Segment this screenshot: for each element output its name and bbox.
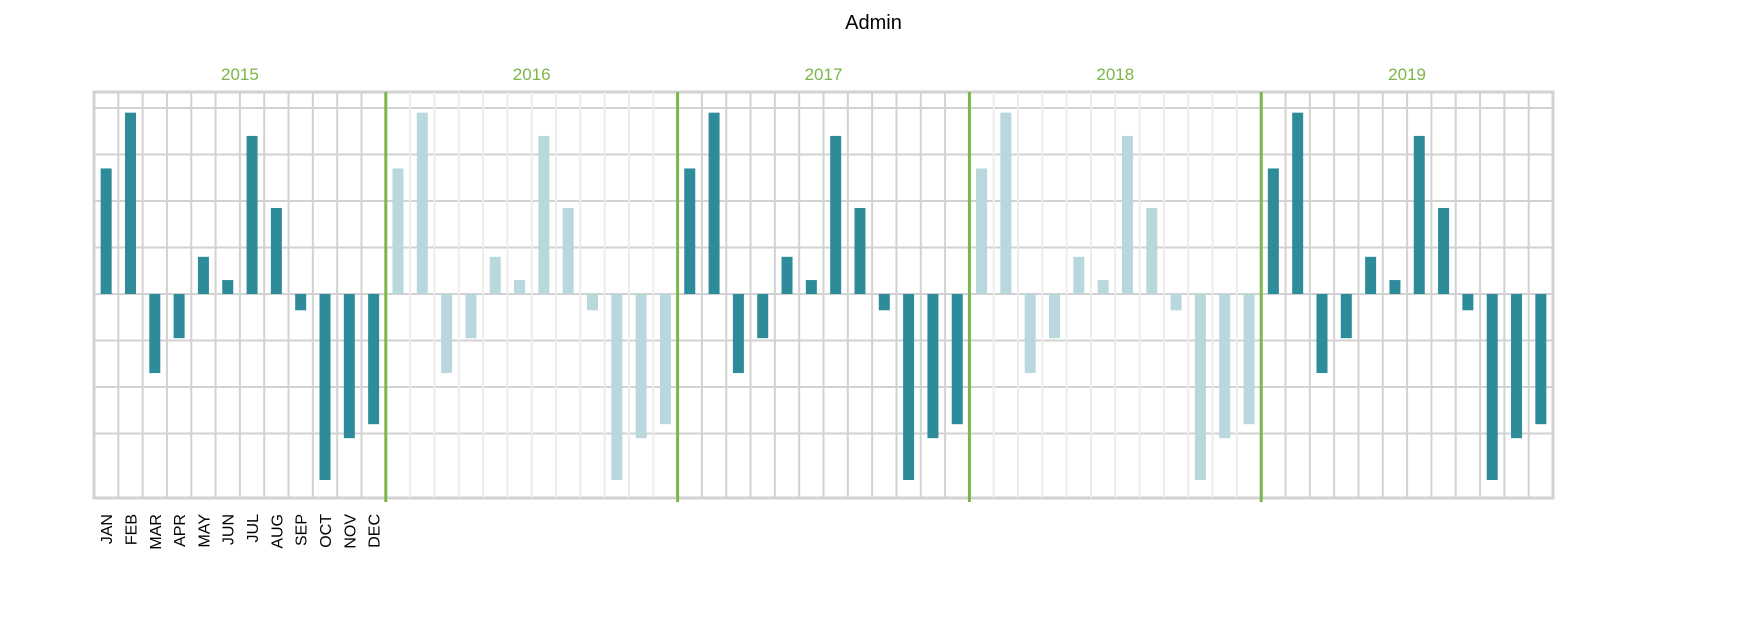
bar-2015-jun	[222, 280, 234, 294]
month-label-oct: OCT	[318, 514, 335, 548]
bar-2016-oct	[611, 294, 623, 480]
bar-2017-aug	[854, 207, 866, 294]
year-label-2015: 2015	[221, 65, 259, 84]
bar-2018-jun	[1097, 280, 1109, 294]
bar-2015-feb	[124, 112, 136, 295]
bar-2015-nov	[343, 294, 355, 439]
bar-2017-apr	[757, 294, 769, 339]
bar-2017-jun	[805, 280, 817, 294]
month-label-dec: DEC	[367, 514, 384, 548]
bar-2018-jul	[1121, 135, 1133, 294]
month-label-jun: JUN	[221, 514, 238, 545]
month-label-may: MAY	[196, 514, 213, 548]
year-separators	[384, 92, 1263, 502]
bar-2018-oct	[1194, 294, 1206, 480]
bar-2017-may	[781, 256, 793, 294]
grid	[92, 90, 1555, 500]
bar-2017-jan	[684, 168, 696, 294]
bar-2019-dec	[1535, 294, 1547, 425]
bar-2016-dec	[659, 294, 671, 425]
bar-2017-jul	[830, 135, 842, 294]
bar-2017-nov	[927, 294, 939, 439]
month-label-apr: APR	[172, 514, 189, 547]
bar-2019-jan	[1267, 168, 1279, 294]
bar-2015-mar	[149, 294, 161, 374]
month-label-feb: FEB	[123, 514, 140, 545]
bar-2015-dec	[368, 294, 380, 425]
bar-2018-apr	[1049, 294, 1061, 339]
bars	[100, 112, 1547, 480]
bar-2018-mar	[1024, 294, 1036, 374]
bar-2015-may	[197, 256, 209, 294]
bar-2018-aug	[1146, 207, 1158, 294]
bar-2016-mar	[441, 294, 453, 374]
bar-2016-may	[489, 256, 501, 294]
bar-2019-nov	[1511, 294, 1523, 439]
bar-2018-may	[1073, 256, 1085, 294]
bar-2019-jul	[1413, 135, 1425, 294]
bar-2015-oct	[319, 294, 331, 480]
bar-2015-aug	[270, 207, 282, 294]
bar-2017-oct	[903, 294, 915, 480]
bar-2019-jun	[1389, 280, 1401, 294]
bar-2016-nov	[635, 294, 647, 439]
bar-2016-aug	[562, 207, 574, 294]
year-label-2016: 2016	[513, 65, 551, 84]
bar-2016-apr	[465, 294, 477, 339]
year-label-2019: 2019	[1388, 65, 1426, 84]
bar-2017-feb	[708, 112, 720, 295]
month-label-nov: NOV	[342, 514, 359, 549]
chart-title: Admin	[845, 12, 902, 34]
bar-2018-nov	[1219, 294, 1231, 439]
month-labels: JAN FEB MAR APR MAY JUN JUL AUG SEP OCT NOV DEC	[99, 514, 383, 550]
bar-2016-sep	[586, 294, 598, 311]
bar-2015-sep	[295, 294, 307, 311]
month-label-jul: JUL	[245, 514, 262, 543]
bar-2017-mar	[732, 294, 744, 374]
bar-2016-jan	[392, 168, 404, 294]
bar-2019-apr	[1340, 294, 1352, 339]
bar-2016-jul	[538, 135, 550, 294]
year-label-2017: 2017	[805, 65, 843, 84]
bar-2015-jul	[246, 135, 258, 294]
bar-2016-jun	[514, 280, 526, 294]
year-labels: 2015 2016 2017 2018 2019	[221, 65, 1426, 84]
month-label-aug: AUG	[269, 514, 286, 549]
bar-2017-sep	[878, 294, 890, 311]
year-label-2018: 2018	[1096, 65, 1134, 84]
bar-2019-feb	[1292, 112, 1304, 295]
month-label-mar: MAR	[148, 514, 165, 550]
bar-2018-jan	[976, 168, 988, 294]
bar-2015-jan	[100, 168, 112, 294]
month-label-sep: SEP	[294, 514, 311, 546]
bar-2019-mar	[1316, 294, 1328, 374]
bar-2019-oct	[1486, 294, 1498, 480]
bar-2017-dec	[951, 294, 963, 425]
bar-2016-feb	[416, 112, 428, 295]
month-label-jan: JAN	[99, 514, 116, 544]
bar-2018-feb	[1000, 112, 1012, 295]
bar-2015-apr	[173, 294, 185, 339]
bar-2019-may	[1365, 256, 1377, 294]
bar-2018-sep	[1170, 294, 1182, 311]
bar-2018-dec	[1243, 294, 1255, 425]
bar-2019-aug	[1438, 207, 1450, 294]
bar-2019-sep	[1462, 294, 1474, 311]
